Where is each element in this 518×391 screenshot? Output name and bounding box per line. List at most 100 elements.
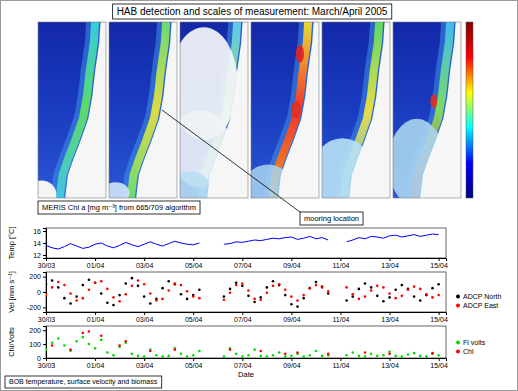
x-tick-mark	[439, 358, 440, 361]
legend-marker	[456, 295, 460, 299]
legend-label: Chl	[463, 348, 474, 355]
map-panel	[180, 22, 248, 198]
series-point	[46, 283, 47, 286]
x-tick-label: 11/04	[332, 262, 349, 269]
series-point	[63, 297, 66, 300]
y-tick-label: 16	[33, 228, 41, 235]
series-point	[161, 287, 164, 290]
y-axis-line	[43, 273, 47, 313]
figure-title-group: HAB detection and scales of measurement:…	[113, 4, 392, 19]
series-point	[278, 351, 281, 354]
series-point	[253, 348, 256, 351]
y-tick-mark	[43, 292, 46, 293]
x-tick-label: 01/04	[87, 362, 105, 369]
series-point	[161, 355, 164, 358]
series-point	[88, 278, 91, 281]
x-tick: 11/04	[332, 358, 349, 369]
series-point	[315, 284, 318, 287]
series-point	[46, 348, 47, 351]
series-point	[437, 294, 440, 297]
x-tick: 13/04	[381, 312, 399, 323]
x-tick-label: 13/04	[381, 262, 399, 269]
series-point	[272, 285, 275, 288]
map-annotation: mooring location	[304, 214, 359, 223]
plot-data	[46, 234, 439, 249]
x-tick-label: 07/04	[234, 316, 252, 323]
y-axis-title: Vel [mm s⁻¹]	[7, 271, 16, 312]
series-point	[137, 279, 140, 282]
series-point	[259, 355, 262, 358]
x-tick-mark	[439, 258, 440, 261]
plot-frame	[46, 228, 446, 258]
series-point	[247, 289, 250, 292]
y-tick: 100	[29, 341, 46, 348]
y-tick-label: 0	[37, 355, 41, 362]
series-point	[376, 295, 379, 298]
x-tick: 01/04	[87, 258, 105, 269]
series-point	[266, 286, 269, 289]
x-tick-label: 01/04	[87, 262, 105, 269]
x-tick: 01/04	[87, 312, 105, 323]
series-point	[124, 340, 127, 343]
x-axis: 30/0301/0403/0405/0407/0409/0411/0413/04…	[38, 258, 448, 269]
x-tick-mark	[390, 258, 391, 261]
x-tick: 30/03	[38, 312, 56, 323]
x-tick-label: 05/04	[185, 316, 203, 323]
series-point	[376, 355, 379, 358]
image-patch	[291, 101, 301, 119]
x-axis-line	[47, 313, 447, 316]
x-tick-mark	[242, 258, 243, 261]
series-point	[223, 355, 226, 358]
x-tick: 09/04	[283, 258, 301, 269]
series-point	[309, 354, 312, 357]
series-point	[75, 340, 78, 343]
series-point	[401, 355, 404, 358]
legend-marker	[456, 350, 460, 354]
series-point	[370, 289, 373, 292]
y-tick-label: 14	[33, 240, 41, 247]
x-tick-label: 13/04	[381, 316, 399, 323]
map-frame	[251, 22, 319, 198]
map-panel	[251, 22, 319, 198]
x-tick: 15/04	[430, 312, 448, 323]
series-point	[82, 297, 85, 300]
x-tick-label: 07/04	[234, 262, 252, 269]
x-tick-mark	[390, 358, 391, 361]
series-point	[382, 300, 385, 303]
series-point	[327, 353, 330, 356]
series-point	[235, 281, 238, 284]
y-tick-mark	[43, 255, 46, 256]
series-point	[358, 355, 361, 358]
series-point	[358, 288, 361, 291]
x-axis-line	[47, 259, 447, 262]
series-point	[253, 298, 256, 301]
x-tick-label: 30/03	[38, 262, 56, 269]
series-point	[112, 296, 115, 299]
series-point	[413, 285, 416, 288]
x-tick-mark	[95, 358, 96, 361]
series-point	[431, 287, 434, 290]
x-tick-mark	[193, 258, 194, 261]
series-point	[180, 353, 183, 356]
series-point	[278, 284, 281, 287]
x-tick: 09/04	[283, 358, 301, 369]
series-caption-group: BOB temperature, surface velocity and bi…	[5, 376, 162, 388]
x-tick-label: 30/03	[38, 316, 56, 323]
chart: 30/0301/0403/0405/0407/0409/0411/0413/04…	[7, 226, 448, 268]
series-point	[63, 284, 66, 287]
legend: ADCP NorthADCP East	[456, 293, 501, 309]
image-patch	[180, 172, 211, 198]
series-caption: BOB temperature, surface velocity and bi…	[9, 378, 158, 386]
series-point	[364, 295, 367, 298]
series-point	[407, 288, 410, 291]
x-tick-mark	[242, 358, 243, 361]
map-frame	[38, 22, 106, 198]
image-patch	[38, 180, 56, 198]
legend: Fl voltsChl	[456, 339, 486, 355]
y-axis-title: Chl/Volts	[7, 327, 16, 357]
series-point	[57, 337, 60, 340]
legend-label: ADCP East	[463, 302, 498, 309]
land	[349, 22, 390, 198]
x-tick-mark	[439, 312, 440, 315]
series-point	[149, 292, 152, 295]
